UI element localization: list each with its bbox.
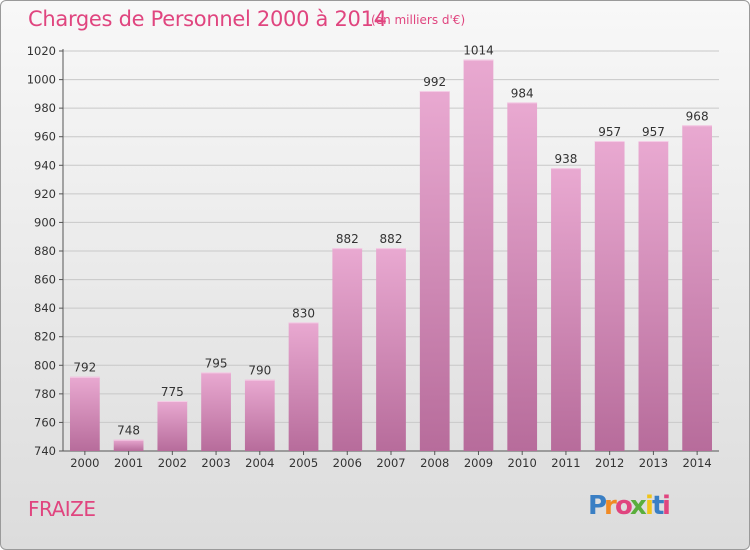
chart-title: Charges de Personnel 2000 à 2014 — [28, 7, 387, 31]
x-tick-label: 2006 — [333, 456, 362, 470]
x-tick-label: 2004 — [245, 456, 274, 470]
bar — [463, 59, 494, 451]
bar — [682, 125, 713, 452]
x-tick-label: 2008 — [420, 456, 449, 470]
y-tick-label: 1020 — [27, 44, 56, 58]
x-tick-label: 2009 — [464, 456, 493, 470]
bar — [157, 401, 188, 451]
bar-value-label: 830 — [292, 306, 315, 320]
logo-letter: x — [630, 491, 647, 521]
x-tick-label: 2012 — [595, 456, 624, 470]
x-tick-label: 2007 — [376, 456, 405, 470]
y-tick-label: 900 — [34, 215, 56, 229]
bar-value-label: 957 — [642, 125, 665, 139]
x-tick-label: 2003 — [201, 456, 230, 470]
bar-value-label: 790 — [248, 364, 271, 378]
logo-letter: P — [588, 491, 607, 521]
bar — [113, 439, 144, 451]
bar — [638, 141, 669, 451]
bar — [332, 248, 363, 451]
y-tick-label: 980 — [34, 101, 56, 115]
x-tick-label: 2013 — [639, 456, 668, 470]
y-tick-label: 800 — [34, 358, 56, 372]
logo-letter: o — [615, 491, 633, 521]
bar-value-label: 792 — [73, 361, 96, 375]
y-tick-label: 760 — [34, 415, 56, 429]
y-tick-label: 920 — [34, 187, 56, 201]
y-tick-label: 880 — [34, 244, 56, 258]
logo-letter: i — [645, 491, 654, 521]
bar-value-label: 938 — [554, 152, 577, 166]
bar — [419, 91, 450, 451]
y-tick-label: 780 — [34, 387, 56, 401]
bar-value-label: 957 — [598, 125, 621, 139]
x-tick-label: 2000 — [70, 456, 99, 470]
bar-value-label: 775 — [161, 385, 184, 399]
y-tick-label: 740 — [34, 444, 56, 458]
commune-name: FRAIZE — [28, 497, 96, 521]
x-tick-label: 2001 — [114, 456, 143, 470]
bar-value-label: 748 — [117, 424, 140, 438]
bar — [507, 102, 538, 451]
bar-value-label: 882 — [336, 232, 359, 246]
bar — [551, 168, 581, 451]
x-tick-label: 2014 — [682, 456, 711, 470]
y-tick-label: 960 — [34, 130, 56, 144]
logo-letter: t — [652, 491, 664, 521]
bar — [288, 322, 319, 451]
bar — [69, 376, 100, 451]
bar — [594, 141, 625, 451]
bar-value-label: 795 — [205, 356, 228, 370]
bar-value-label: 1014 — [463, 44, 494, 58]
labels: 740 760 780 800 820 840 860 880 900 920 940 960 980 1… — [27, 44, 712, 470]
chart-subtitle: (en milliers d'€) — [371, 13, 466, 27]
bar — [244, 379, 275, 451]
bar-value-label: 992 — [423, 75, 446, 89]
logo-letter: i — [662, 491, 671, 521]
bars — [69, 59, 713, 452]
y-tick-label: 860 — [34, 273, 56, 287]
bar-value-label: 984 — [511, 86, 534, 100]
y-tick-label: 820 — [34, 330, 56, 344]
x-tick-label: 2011 — [551, 456, 580, 470]
y-tick-label: 1000 — [27, 73, 56, 87]
y-tick-label: 940 — [34, 158, 56, 172]
bar-value-label: 968 — [686, 109, 709, 123]
bar-value-label: 882 — [380, 232, 403, 246]
y-tick-label: 840 — [34, 301, 56, 315]
bar — [201, 372, 231, 451]
x-tick-label: 2010 — [508, 456, 537, 470]
x-tick-label: 2005 — [289, 456, 318, 470]
bar-chart: 740 760 780 800 820 840 860 880 900 920 940 960 980 1… — [27, 44, 719, 470]
logo-letter: r — [604, 491, 617, 521]
x-tick-label: 2002 — [158, 456, 187, 470]
bar — [376, 248, 406, 451]
